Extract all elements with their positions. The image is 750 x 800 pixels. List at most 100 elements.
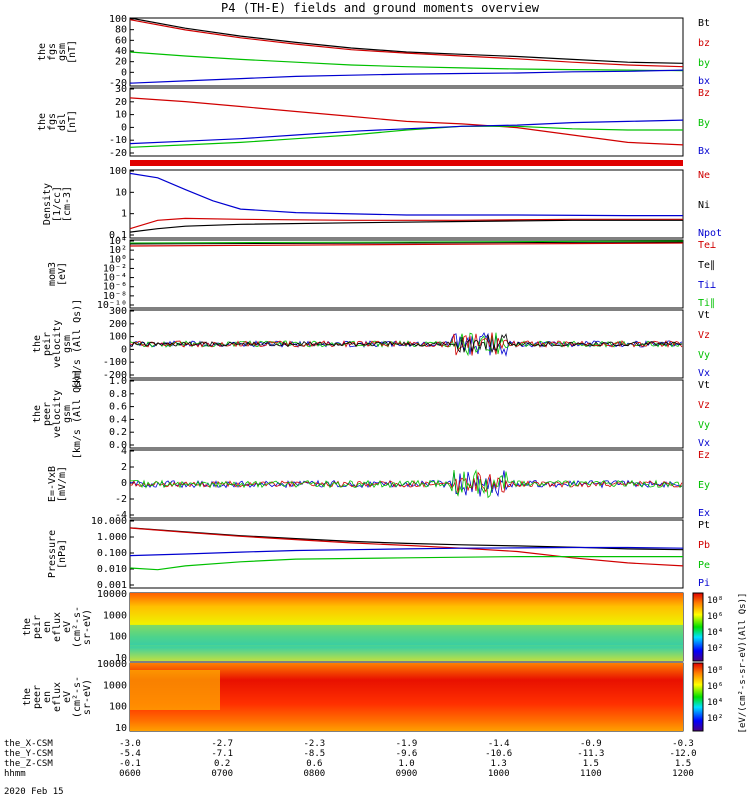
- series-Pb: [129, 527, 684, 567]
- x-tick-label: -0.3: [672, 739, 694, 749]
- legend-Ne: Ne: [698, 170, 710, 181]
- y-tick-label: 1.0: [109, 376, 127, 387]
- y-tick-label: -20: [109, 78, 127, 89]
- series-Ni: [129, 219, 683, 233]
- x-tick-label: -2.7: [211, 739, 233, 749]
- y-axis-label: en: [42, 621, 53, 633]
- y-tick-label: 10⁰: [109, 254, 127, 265]
- y-tick-label: -4: [115, 510, 127, 521]
- trace: [129, 333, 683, 353]
- x-tick-label: 1.0: [398, 759, 414, 769]
- x-row-label: the_Z-CSM: [4, 759, 53, 769]
- y-axis-label: [km/s (All Qs)]: [72, 299, 83, 389]
- y-tick-label: 2: [121, 462, 127, 473]
- y-tick-label: 10: [115, 723, 127, 734]
- chart-title: P4 (TH-E) fields and ground moments over…: [221, 1, 540, 15]
- y-tick-label: -2: [115, 494, 127, 505]
- legend-Bx: Bx: [698, 146, 710, 157]
- series-by: [129, 51, 684, 72]
- panel-p6: 1.0 0.8 0.60.4 0.2 0.0 the peer velocity gsm [km/…: [32, 369, 710, 459]
- y-axis-label: [km/s (All Qs)]: [72, 369, 83, 459]
- x-tick-label: 0.6: [306, 759, 322, 769]
- y-tick-label: -100: [103, 357, 127, 368]
- y-axis-label: peir: [42, 332, 53, 356]
- legend-bz: bz: [698, 38, 710, 49]
- y-tick-label: 1: [121, 209, 127, 220]
- legend-Ni: Ni: [698, 200, 710, 211]
- x-tick-label: -1.4: [488, 739, 510, 749]
- spectrogram-peir-band: [130, 625, 683, 645]
- y-axis-label: the: [22, 688, 33, 706]
- x-tick-label: 0800: [303, 769, 325, 779]
- y-tick-label: 40: [115, 46, 127, 57]
- x-tick-label: 1100: [580, 769, 602, 779]
- y-tick-label: 20: [115, 57, 127, 68]
- legend-Vz: Vz: [698, 400, 710, 411]
- legend-Pi: Pi: [698, 578, 710, 589]
- y-axis-label: Density: [42, 183, 53, 225]
- x-tick-label: -0.9: [580, 739, 602, 749]
- y-axis-label: [1/cc]: [52, 186, 63, 222]
- y-tick-label: 10⁻¹⁰: [97, 300, 127, 311]
- y-tick-label: 0.2: [109, 427, 127, 438]
- colorbar-tick: 10⁶: [707, 612, 723, 622]
- y-tick-label: 0.100: [97, 548, 127, 559]
- x-tick-label: -11.3: [577, 749, 604, 759]
- series-Pe: [129, 555, 683, 571]
- y-axis-label: gsm: [62, 405, 73, 423]
- y-tick-label: 0.1: [109, 230, 127, 241]
- series-Bx: [129, 119, 684, 145]
- y-axis-label: [nT]: [67, 110, 78, 134]
- x-tick-label: 0.2: [214, 759, 230, 769]
- x-tick-label: 0900: [396, 769, 418, 779]
- x-tick-label: -8.5: [303, 749, 325, 759]
- y-tick-label: 100: [109, 332, 127, 343]
- legend-Vy: Vy: [698, 350, 710, 361]
- y-axis-label: eflux: [52, 612, 63, 642]
- y-axis-label: gsm: [62, 335, 73, 353]
- panel-p8: 10.000 1.000 0.100 0.010 0.001 Pressure [nPa] P…: [47, 516, 710, 591]
- date-label: 2020 Feb 15: [4, 787, 64, 797]
- series-bz: [129, 19, 684, 68]
- status-bar: [130, 160, 683, 166]
- panel-frame: [129, 169, 684, 239]
- x-axis-rows: the_X-CSM -3.0 -2.7 -2.3 -1.9 -1.4 -0.9 -0.3 the…: [4, 739, 697, 779]
- y-axis-label: [cm-3]: [62, 186, 73, 222]
- x-tick-label: 0700: [211, 769, 233, 779]
- y-tick-label: -20: [109, 148, 127, 159]
- colorbar-tick: 10⁸: [707, 666, 723, 676]
- x-row-label: the_X-CSM: [4, 739, 53, 749]
- series-Ne: [129, 217, 683, 230]
- trace: [129, 469, 683, 499]
- trace: [129, 332, 683, 356]
- y-tick-label: 1.000: [97, 532, 127, 543]
- trace: [129, 471, 683, 493]
- legend-by: by: [698, 58, 710, 69]
- y-tick-label: 10: [115, 653, 127, 664]
- series-Pt: [129, 527, 684, 551]
- y-axis-label: eflux: [52, 682, 63, 712]
- x-row-label: hhmm: [4, 769, 26, 779]
- series-Te-par: [129, 241, 684, 245]
- y-tick-label: 10⁻⁶: [103, 282, 127, 293]
- legend-Te⊥: Te⊥: [698, 240, 716, 251]
- x-tick-label: -10.6: [485, 749, 512, 759]
- legend-Ex: Ex: [698, 508, 710, 519]
- series-Pi: [129, 546, 684, 557]
- y-axis-label: fgs: [47, 113, 58, 131]
- x-row-label: the_Y-CSM: [4, 749, 53, 759]
- panel-frame: [129, 239, 684, 309]
- y-axis-label: mom3: [47, 262, 58, 286]
- legend-Te∥: Te∥: [698, 260, 715, 271]
- y-axis-label: peer: [32, 685, 43, 709]
- y-tick-label: 0: [121, 122, 127, 133]
- legend-Npot: Npot: [698, 228, 722, 239]
- y-tick-label: 100: [109, 14, 127, 25]
- y-axis-label: eV: [62, 691, 73, 703]
- legend-Pb: Pb: [698, 540, 710, 551]
- y-tick-label: 10000: [97, 659, 127, 670]
- colorbar-tick: 10⁸: [707, 596, 723, 606]
- y-tick-label: 1000: [103, 680, 127, 691]
